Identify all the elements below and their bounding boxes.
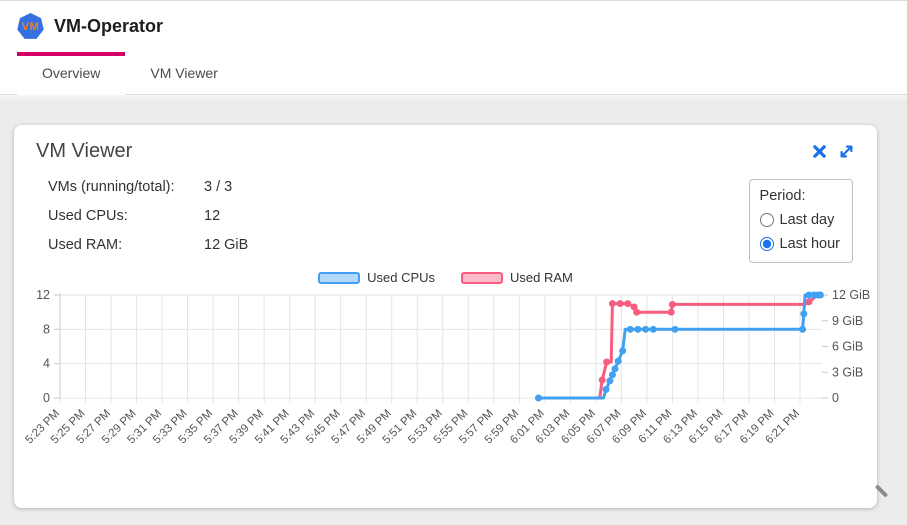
period-last-hour-radio[interactable] [759,237,774,251]
tab-bar-shadow [0,95,907,101]
period-last-day-radio[interactable] [759,213,774,227]
app-title: VM-Operator [54,16,164,36]
legend-item[interactable]: Used CPUs [318,270,435,285]
app-logo-icon: VM [17,13,44,39]
legend-item[interactable]: Used RAM [461,270,573,285]
logo-text: VM [21,20,40,33]
legend-label: Used CPUs [367,270,436,285]
stat-cpus: Used CPUs: 12 [48,208,248,224]
period-option-last-day[interactable]: Last day [759,212,840,228]
svg-text:4: 4 [43,357,50,371]
svg-text:3 GiB: 3 GiB [832,365,863,379]
stat-cpus-label: Used CPUs: [48,208,128,224]
widget-header: VM Viewer [36,140,855,163]
tab-vm-viewer-label: VM Viewer [150,65,218,81]
widget-actions [810,143,855,161]
svg-text:0: 0 [832,391,839,405]
expand-icon[interactable] [837,143,855,161]
legend-swatch-icon [318,271,361,284]
stat-cpus-value: 12 [204,208,221,224]
svg-text:12: 12 [36,288,50,302]
close-icon[interactable] [810,143,828,161]
period-option-last-hour[interactable]: Last hour [759,236,840,252]
chart-container: 0 4 8 12 0 3 GiB 6 GiB 9 GiB 12 GiB 5:23 PM 5:25 P… [23,288,870,467]
chart-legend: Used CPUs Used RAM [36,270,855,285]
legend-swatch-icon [461,271,504,284]
period-label: Period: [759,188,806,204]
period-selector: Period: Last day Last hour [748,179,853,263]
svg-text:9 GiB: 9 GiB [832,314,863,328]
svg-text:8: 8 [43,322,50,336]
period-last-hour-label: Last hour [779,236,840,252]
stat-vms-value: 3 / 3 [204,179,233,195]
svg-text:12 GiB: 12 GiB [832,288,870,302]
stat-vms-label: VMs (running/total): [48,179,175,195]
period-last-day-label: Last day [779,212,835,228]
legend-label: Used RAM [510,270,573,285]
widget-title: VM Viewer [36,140,133,162]
stat-vms: VMs (running/total): 3 / 3 [48,179,248,195]
app-header: VM VM-Operator [0,1,907,52]
stat-ram: Used RAM: 12 GiB [48,237,248,253]
stat-ram-value: 12 GiB [204,237,249,253]
vm-viewer-widget: VM Viewer VMs (running/total): 3 / 3 Use… [14,125,877,508]
stat-ram-label: Used RAM: [48,237,123,253]
top-bar: VM VM-Operator Overview VM Viewer [0,0,907,101]
vm-stats: VMs (running/total): 3 / 3 Used CPUs: 12… [48,179,248,266]
tab-overview-label: Overview [42,65,101,81]
tab-vm-viewer[interactable]: VM Viewer [125,52,243,94]
resize-handle[interactable] [872,483,888,499]
widget-body-top: VMs (running/total): 3 / 3 Used CPUs: 12… [36,179,855,266]
svg-text:6 GiB: 6 GiB [832,340,863,354]
svg-text:0: 0 [43,391,50,405]
tab-overview[interactable]: Overview [17,52,126,95]
tab-bar: Overview VM Viewer [0,52,907,95]
